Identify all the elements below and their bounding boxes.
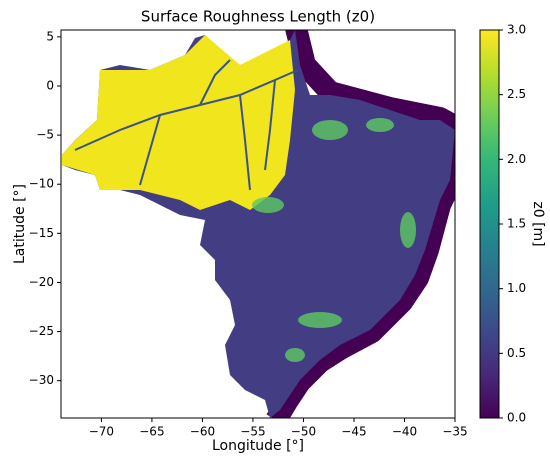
x-tick-label: −70 [89,425,114,439]
y-tick-label: −25 [29,324,54,338]
y-axis-label: Latitude [°] [12,184,28,264]
y-tick-label: −20 [29,275,54,289]
medium-patches [252,118,416,362]
x-tick-label: −55 [240,425,265,439]
map [62,30,455,418]
colorbar [480,30,499,418]
forest-high [62,35,295,210]
y-tick-label: 0 [46,78,54,92]
colorbar-tick-label: 2.5 [507,87,526,101]
y-tick-label: −10 [29,177,54,191]
y-tick-label: −15 [29,226,54,240]
x-tick-label: −35 [442,425,467,439]
colorbar-label: z0 [m] [530,201,546,246]
colorbar-tick-label: 1.5 [507,217,526,231]
x-axis-label: Longitude [°] [212,438,304,454]
plot-frame [60,29,456,419]
chart-title: Surface Roughness Length (z0) [141,8,375,26]
colorbar-tick-label: 2.0 [507,152,526,166]
y-tick-label: −30 [29,373,54,387]
colorbar-tick-label: 1.0 [507,281,526,295]
coastal-band [266,30,455,418]
colorbar-tick-label: 3.0 [507,23,526,37]
rivers [74,59,299,191]
colorbar-tick-label: 0.0 [507,411,526,425]
x-tick-label: −60 [190,425,215,439]
x-tick-label: −65 [139,425,164,439]
x-tick-label: −40 [392,425,417,439]
y-tick-label: −5 [36,128,54,142]
colorbar-tick-label: 0.5 [507,346,526,360]
x-tick-label: −50 [291,425,316,439]
y-tick-label: 5 [46,29,54,43]
x-tick-label: −45 [341,425,366,439]
